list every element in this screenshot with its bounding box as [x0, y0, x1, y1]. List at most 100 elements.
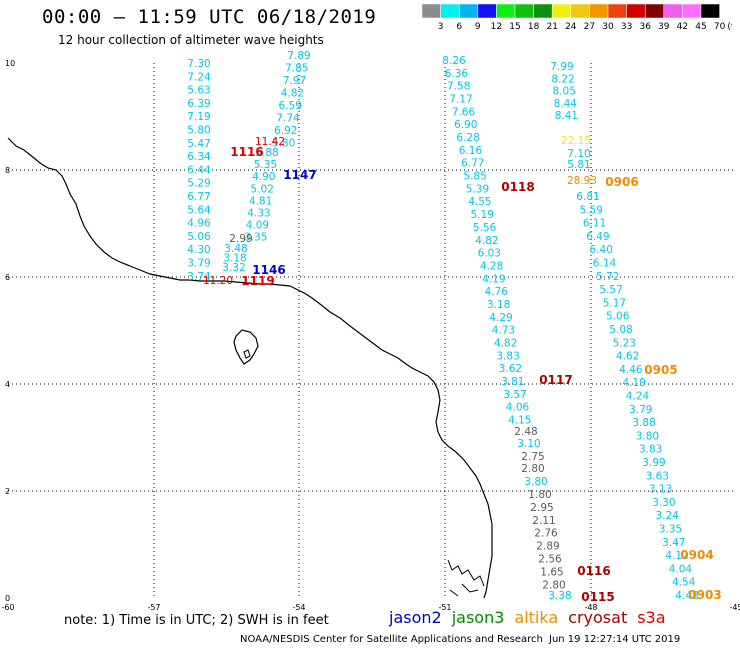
swh-label: 5.80 — [272, 138, 295, 150]
swh-label: 5.47 — [187, 138, 210, 150]
swh-label: 6.28 — [456, 132, 479, 144]
swh-label: 3.62 — [499, 363, 522, 375]
x-tick-label: -57 — [147, 603, 160, 612]
colorbar-label: 6 — [456, 22, 462, 32]
x-tick-label: -51 — [438, 603, 451, 612]
y-tick-label: 2 — [5, 487, 10, 496]
pass-time-label: 1146 — [252, 263, 285, 277]
legend-jason3: jason3 — [451, 608, 505, 627]
swh-label: 4.28 — [480, 260, 503, 272]
swh-label: 2.89 — [536, 541, 559, 553]
swh-label: 5.88 — [255, 147, 278, 159]
swh-label: 3.79 — [187, 258, 210, 270]
swh-label: 6.59 — [279, 100, 302, 112]
colorbar-label: (ft) — [727, 22, 732, 32]
swh-label: 5.64 — [187, 204, 211, 216]
colorbar-swatch — [700, 4, 720, 19]
swh-label: 2.11 — [532, 515, 555, 527]
swh-label: 3.13 — [649, 484, 672, 496]
swh-label: 7.89 — [287, 50, 310, 62]
swh-label: 7.30 — [187, 58, 210, 70]
colorbar-label: 21 — [546, 22, 557, 32]
swh-label: 6.81 — [576, 191, 599, 203]
swh-label: 5.57 — [599, 284, 622, 296]
colorbar-label: 39 — [658, 22, 670, 32]
colorbar-label: 15 — [509, 22, 520, 32]
swh-label: 4.19 — [623, 377, 646, 389]
swh-label: 6.40 — [590, 244, 613, 256]
swh-label: 4.73 — [492, 325, 515, 337]
pass-time-label: 1147 — [283, 168, 316, 182]
y-tick-label: 8 — [5, 166, 10, 175]
pass-time-label: 0903 — [688, 588, 721, 602]
map-subtitle: 12 hour collection of altimeter wave hei… — [58, 33, 324, 47]
swh-label: 8.44 — [554, 98, 578, 110]
swh-label: 5.63 — [187, 85, 210, 97]
swh-label: 3.35 — [659, 524, 682, 536]
swh-label: 3.18 — [223, 253, 246, 265]
swh-label: 3.18 — [487, 299, 510, 311]
swh-label: 4.04 — [669, 563, 693, 575]
swh-label: 1.80 — [528, 489, 551, 501]
swh-label: 7.24 — [187, 71, 211, 83]
swh-label: 5.56 — [473, 222, 497, 234]
x-tick-label: -60 — [1, 603, 14, 612]
x-tick-label: -45 — [729, 603, 740, 612]
swh-label: 5.06 — [187, 231, 211, 243]
swh-label: 5.85 — [463, 171, 486, 183]
colorbar-label: 42 — [677, 22, 688, 32]
legend-jason2: jason2 — [389, 608, 442, 627]
swh-label: 6.39 — [187, 98, 210, 110]
swh-label: 4.30 — [187, 244, 210, 256]
swh-label: 7.58 — [447, 81, 470, 93]
colorbar-label: 3 — [438, 22, 444, 32]
colorbar-label: 9 — [475, 22, 481, 32]
swh-label: 22.15 — [561, 135, 591, 147]
units-note: note: 1) Time is in UTC; 2) SWH is in fe… — [64, 613, 329, 628]
swh-label: 3.63 — [646, 470, 669, 482]
pass-time-label: 0118 — [501, 180, 534, 194]
swh-label: 5.02 — [251, 183, 274, 195]
swh-label: 6.77 — [187, 191, 210, 203]
swh-label: 7.17 — [449, 94, 472, 106]
swh-label: 2.75 — [521, 451, 544, 463]
swh-label: 4.33 — [247, 208, 270, 220]
swh-label: 3.88 — [632, 417, 655, 429]
coastline — [7, 137, 493, 599]
swh-label: 5.08 — [609, 324, 632, 336]
swh-label: 2.95 — [530, 502, 553, 514]
islet — [243, 349, 251, 359]
swh-label: 2.76 — [534, 528, 558, 540]
swh-label: 3.81 — [501, 376, 524, 388]
swh-label: 7.74 — [276, 113, 300, 125]
swh-label: 8.26 — [442, 55, 466, 67]
swh-label: 3.80 — [524, 476, 547, 488]
generation-timestamp: Jun 19 12:27:14 UTC 2019 — [549, 634, 681, 645]
swh-label: 6.36 — [445, 68, 469, 80]
colorbar-label: 24 — [565, 22, 577, 32]
pass-time-label: 0117 — [539, 373, 572, 387]
axis-tick-labels: -60 -57 -54 -51 -48 -45 0 2 4 6 8 10 — [1, 59, 740, 612]
swh-label: 3.10 — [517, 438, 540, 450]
swh-label: 3.83 — [639, 444, 662, 456]
credit-line: NOAA/NESDIS Center for Satellite Applica… — [240, 634, 543, 645]
swh-label: 7.10 — [567, 148, 590, 160]
swh-label: 7.19 — [187, 111, 210, 123]
swh-label: 3.74 — [187, 271, 211, 283]
satellite-legend: jason2 jason3 altika cryosat s3a — [389, 608, 676, 627]
swh-label: 11.20 — [203, 275, 233, 287]
swh-label: 6.92 — [274, 125, 297, 137]
swh-label: 6.11 — [583, 218, 606, 230]
swh-label: 3.35 — [244, 232, 267, 244]
swh-label: 8.22 — [551, 73, 574, 85]
swh-label: 2.48 — [514, 426, 537, 438]
coastline-mainland — [7, 137, 493, 599]
swh-label: 4.48 — [675, 590, 698, 602]
coastline-delta — [447, 559, 485, 597]
swh-label: 5.81 — [567, 159, 590, 171]
swh-label: 4.90 — [252, 171, 275, 183]
colorbar-label: 12 — [491, 22, 502, 32]
swh-label: 3.80 — [636, 430, 659, 442]
